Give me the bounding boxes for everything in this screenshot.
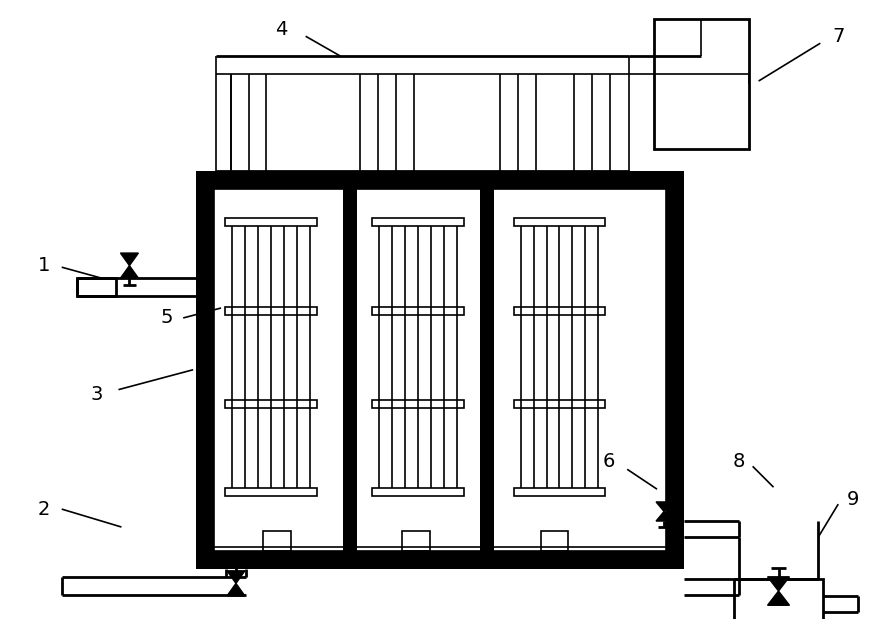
Polygon shape [121,265,139,278]
Bar [224,400,316,407]
Bar [372,218,463,226]
Text: 9: 9 [846,490,858,508]
Bar [372,400,463,407]
Bar [77,278,116,296]
Bar [214,188,665,551]
Bar [513,307,604,315]
Polygon shape [227,571,245,583]
Bar [224,218,316,226]
Bar [665,170,683,569]
Bar [224,307,316,315]
Bar [513,488,604,496]
Polygon shape [227,583,245,596]
Text: 6: 6 [603,452,615,471]
Bar [372,488,463,496]
Bar [196,170,214,569]
Bar [263,531,291,551]
Bar [401,531,430,551]
Text: 4: 4 [274,20,287,39]
Bar [224,488,316,496]
Bar [654,19,747,149]
Text: 8: 8 [731,452,744,471]
Bar [513,400,604,407]
Text: 2: 2 [38,500,50,518]
Text: 5: 5 [160,309,173,327]
Polygon shape [655,512,671,521]
Bar [196,551,683,569]
Bar [540,531,568,551]
Bar [372,307,463,315]
Bar [479,188,493,551]
Polygon shape [655,502,671,512]
Bar [196,170,683,188]
Text: 1: 1 [38,255,50,275]
Bar [733,579,822,620]
Polygon shape [767,577,789,591]
Text: 3: 3 [90,385,103,404]
Text: 7: 7 [831,27,843,46]
Bar [343,188,357,551]
Polygon shape [767,591,789,605]
Polygon shape [121,253,139,265]
Bar [513,218,604,226]
